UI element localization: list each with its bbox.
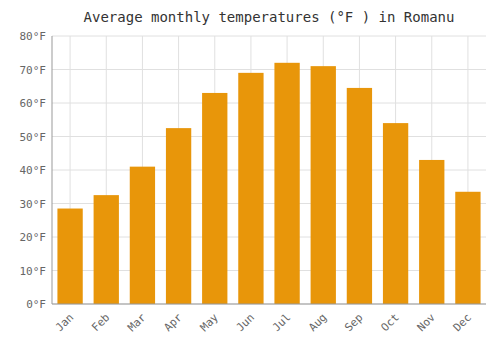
x-tick-label: Dec — [451, 311, 474, 334]
grid — [52, 36, 486, 304]
bar — [202, 93, 227, 304]
bar — [419, 160, 444, 304]
x-tick-label: Aug — [306, 311, 329, 334]
bar — [455, 192, 480, 304]
y-axis-line — [52, 36, 53, 304]
y-grid-line — [52, 304, 486, 305]
x-tick-label: Mar — [125, 311, 149, 335]
chart-container: Average monthly temperatures (°F ) in Ro… — [0, 0, 500, 350]
y-tick-label: 60°F — [20, 97, 47, 110]
chart-svg: Average monthly temperatures (°F ) in Ro… — [0, 0, 500, 350]
y-grid-line — [52, 103, 486, 104]
bar — [94, 195, 119, 304]
chart-title: Average monthly temperatures (°F ) in Ro… — [84, 9, 455, 25]
y-tick-label: 0°F — [26, 298, 46, 311]
bar — [130, 167, 155, 304]
y-tick-label: 10°F — [20, 265, 47, 278]
bar — [57, 209, 82, 304]
y-grid-line — [52, 136, 486, 137]
y-tick-label: 40°F — [20, 164, 47, 177]
x-tick-label: Oct — [378, 311, 401, 334]
y-tick-label: 50°F — [20, 131, 47, 144]
y-tick-label: 80°F — [20, 30, 47, 43]
x-tick-label: Apr — [161, 311, 185, 335]
bars — [57, 63, 480, 304]
x-tick-label: Jul — [270, 311, 293, 334]
bar — [166, 128, 191, 304]
y-grid-line — [52, 69, 486, 70]
x-tick-label: Jan — [53, 311, 76, 334]
bar — [238, 73, 263, 304]
x-tick-label: Jun — [234, 311, 257, 334]
y-tick-label: 20°F — [20, 231, 47, 244]
bar — [383, 123, 408, 304]
y-tick-label: 70°F — [20, 64, 47, 77]
y-tick-label: 30°F — [20, 198, 47, 211]
x-tick-label: May — [198, 311, 222, 335]
y-grid-line — [52, 36, 486, 37]
bar — [274, 63, 299, 304]
x-axis-line — [52, 304, 486, 305]
x-tick-label: Nov — [415, 311, 439, 335]
bar — [347, 88, 372, 304]
x-tick-label: Sep — [342, 311, 365, 334]
x-tick-label: Feb — [89, 311, 112, 334]
bar — [311, 66, 336, 304]
